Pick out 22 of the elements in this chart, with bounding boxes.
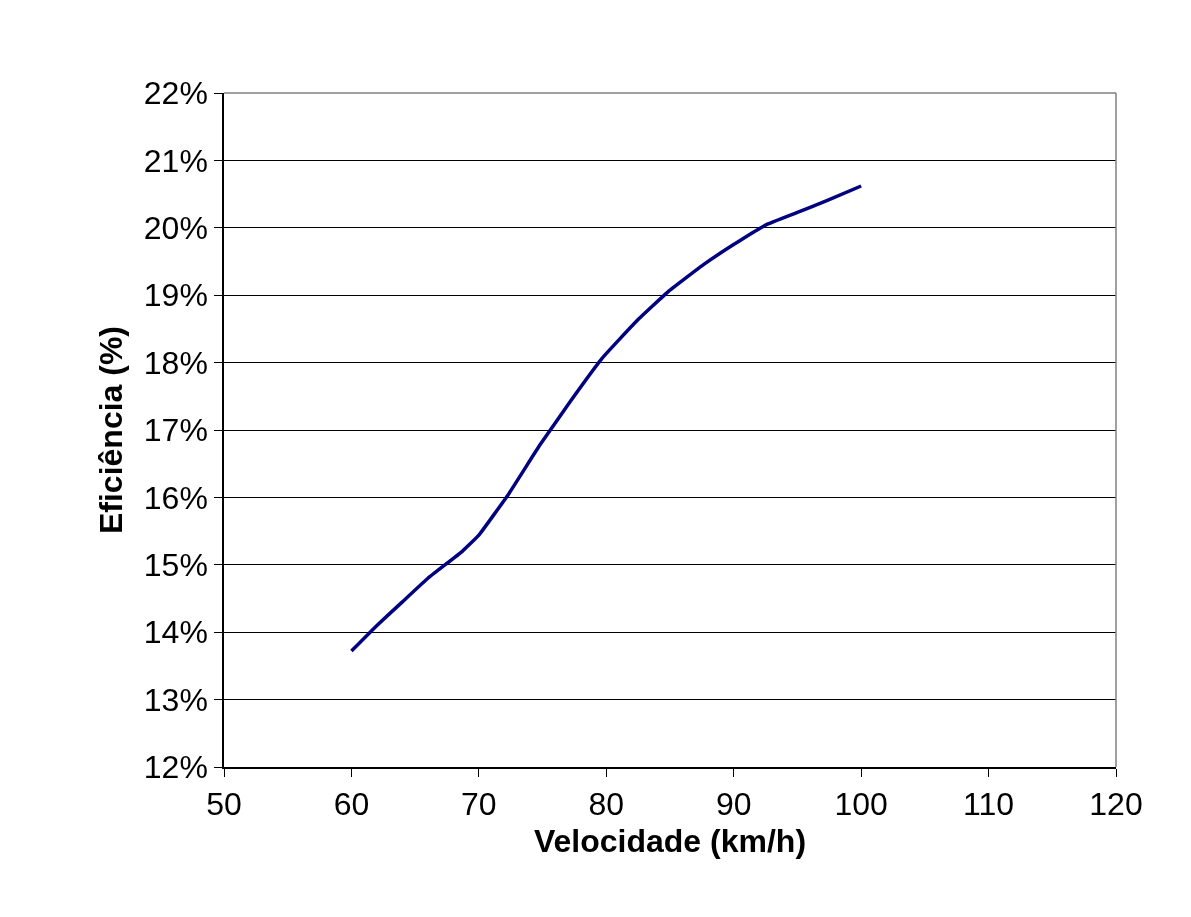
x-tick-label: 60	[333, 786, 370, 823]
y-tick-label: 21%	[143, 142, 208, 179]
y-tick-label: 16%	[143, 479, 208, 516]
x-tick-label: 120	[1089, 786, 1143, 823]
y-tick-label: 22%	[143, 75, 208, 112]
x-tick-label: 80	[588, 786, 625, 823]
y-tick-label: 19%	[143, 277, 208, 314]
x-tick-label: 50	[206, 786, 242, 823]
x-tick-label: 90	[715, 786, 752, 823]
x-tick-label: 70	[461, 786, 497, 823]
y-tick-label: 12%	[143, 749, 208, 786]
y-tick-label: 18%	[143, 344, 208, 381]
y-tick-label: 20%	[143, 210, 208, 246]
x-tick-label: 100	[834, 786, 888, 823]
line-series	[349, 184, 863, 653]
y-tick-label: 13%	[143, 681, 208, 718]
y-tick-label: 15%	[143, 547, 208, 583]
y-axis-title: Eficiência (%)	[92, 325, 129, 535]
y-tick-label: 14%	[143, 614, 208, 651]
x-axis-title: Velocidade (km/h)	[533, 822, 807, 859]
x-tick-label: 110	[963, 786, 1015, 823]
y-tick-label: 17%	[143, 412, 208, 449]
